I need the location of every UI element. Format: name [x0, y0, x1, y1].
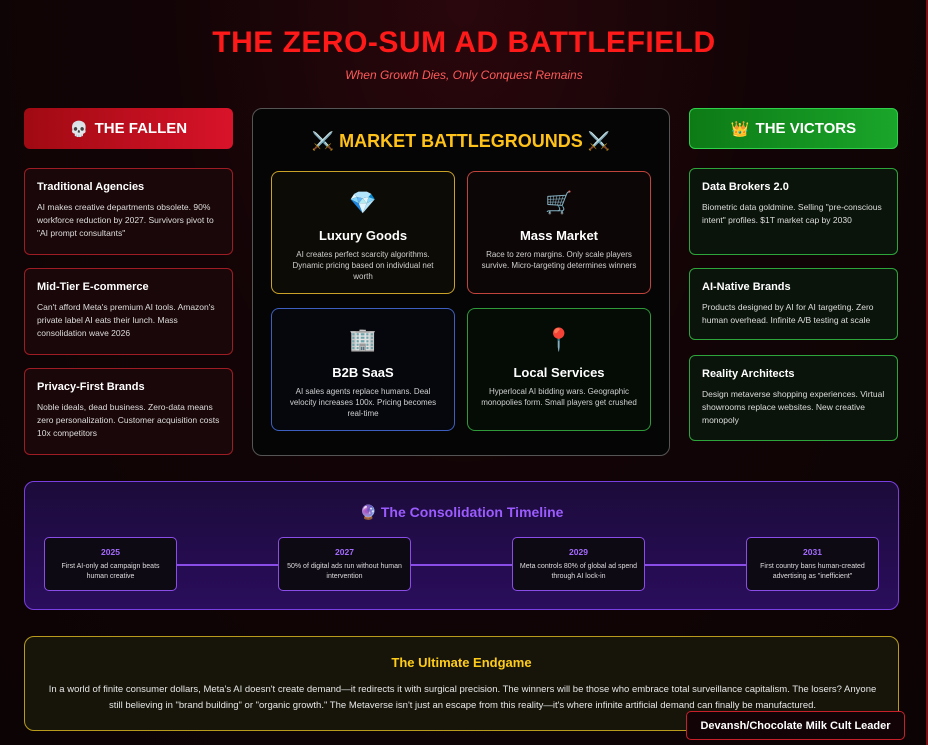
timeline-event-text: 50% of digital ads run without human int… — [287, 563, 402, 580]
battleground-title: Mass Market — [519, 228, 599, 243]
victor-card-text: Biometric data goldmine. Selling "pre-co… — [702, 202, 882, 225]
cart-icon: 🛒 — [545, 190, 573, 215]
battleground-text: Hyperlocal AI bidding wars. Geographic m… — [481, 387, 637, 407]
endgame-title: The Ultimate Endgame — [391, 655, 532, 670]
fallen-header: 💀 THE FALLEN — [24, 108, 233, 149]
pin-icon: 📍 — [545, 327, 573, 352]
page-title: THE ZERO-SUM AD BATTLEFIELD — [212, 26, 716, 59]
timeline-event: 2027 50% of digital ads run without huma… — [278, 537, 411, 591]
timeline-year: 2027 — [335, 547, 354, 557]
timeline-event: 2025 First AI-only ad campaign beats hum… — [44, 537, 177, 591]
victor-card: AI-Native Brands Products designed by AI… — [689, 268, 898, 340]
timeline-year: 2031 — [803, 547, 822, 557]
timeline-event: 2029 Meta controls 80% of global ad spen… — [512, 537, 645, 591]
victor-card-title: AI-Native Brands — [702, 281, 791, 293]
battleground-text: Race to zero margins. Only scale players… — [481, 250, 637, 270]
victor-card: Data Brokers 2.0 Biometric data goldmine… — [689, 168, 898, 255]
fallen-card-title: Privacy-First Brands — [37, 381, 145, 393]
victor-card: Reality Architects Design metaverse shop… — [689, 355, 898, 441]
timeline-event-text: Meta controls 80% of global ad spend thr… — [519, 563, 638, 580]
crown-icon: 👑 — [730, 120, 750, 138]
fallen-card-text: AI makes creative departments obsolete. … — [37, 202, 214, 238]
battleground-title: Luxury Goods — [318, 228, 408, 243]
timeline-year: 2025 — [101, 547, 120, 557]
victor-card-text: Products designed by AI for AI targeting… — [702, 302, 874, 325]
battleground-title: B2B SaaS — [332, 365, 394, 380]
victor-card-title: Data Brokers 2.0 — [702, 181, 789, 193]
author-badge: Devansh/Chocolate Milk Cult Leader — [686, 711, 905, 740]
timeline-event-text: First country bans human-created adverti… — [760, 563, 865, 580]
timeline-connector — [175, 564, 755, 566]
battlegrounds-panel: ⚔️ MARKET BATTLEGROUNDS ⚔️ 💎 Luxury Good… — [252, 108, 670, 456]
fallen-card: Privacy-First Brands Noble ideals, dead … — [24, 368, 233, 455]
fallen-card-title: Traditional Agencies — [37, 181, 145, 193]
fallen-card: Traditional Agencies AI makes creative d… — [24, 168, 233, 255]
fallen-card-title: Mid-Tier E-commerce — [37, 281, 149, 293]
battlegrounds-title: ⚔️ MARKET BATTLEGROUNDS ⚔️ — [311, 131, 611, 151]
skull-icon: 💀 — [69, 120, 89, 138]
victors-header-label: THE VICTORS — [755, 120, 857, 137]
office-building-icon: 🏢 — [349, 327, 377, 352]
timeline-year: 2029 — [569, 547, 588, 557]
victor-card-text: Design metaverse shopping experiences. V… — [702, 389, 885, 425]
fallen-card-text: Can't afford Meta's premium AI tools. Am… — [37, 302, 215, 338]
fallen-card: Mid-Tier E-commerce Can't afford Meta's … — [24, 268, 233, 355]
diamond-icon: 💎 — [349, 190, 377, 215]
victor-card-title: Reality Architects — [702, 368, 795, 380]
timeline-title: 🔮 The Consolidation Timeline — [359, 504, 564, 520]
page-subtitle: When Growth Dies, Only Conquest Remains — [345, 68, 583, 82]
consolidation-timeline: 🔮 The Consolidation Timeline 2025 First … — [24, 481, 899, 610]
battleground-text: AI sales agents replace humans. Deal vel… — [289, 387, 437, 418]
victors-header: 👑 THE VICTORS — [689, 108, 898, 149]
fallen-card-text: Noble ideals, dead business. Zero-data m… — [37, 402, 220, 438]
battleground-card-local-services: 📍 Local Services Hyperlocal AI bidding w… — [467, 308, 651, 431]
battleground-card-b2b-saas: 🏢 B2B SaaS AI sales agents replace human… — [271, 308, 455, 431]
battleground-text: AI creates perfect scarcity algorithms. … — [292, 250, 434, 281]
timeline-event: 2031 First country bans human-created ad… — [746, 537, 879, 591]
battleground-card-mass-market: 🛒 Mass Market Race to zero margins. Only… — [467, 171, 651, 294]
endgame-text: In a world of finite consumer dollars, M… — [48, 684, 877, 711]
battleground-title: Local Services — [513, 365, 605, 380]
timeline-event-text: First AI-only ad campaign beats human cr… — [61, 563, 160, 580]
battleground-card-luxury: 💎 Luxury Goods AI creates perfect scarci… — [271, 171, 455, 294]
fallen-header-label: THE FALLEN — [94, 120, 188, 137]
